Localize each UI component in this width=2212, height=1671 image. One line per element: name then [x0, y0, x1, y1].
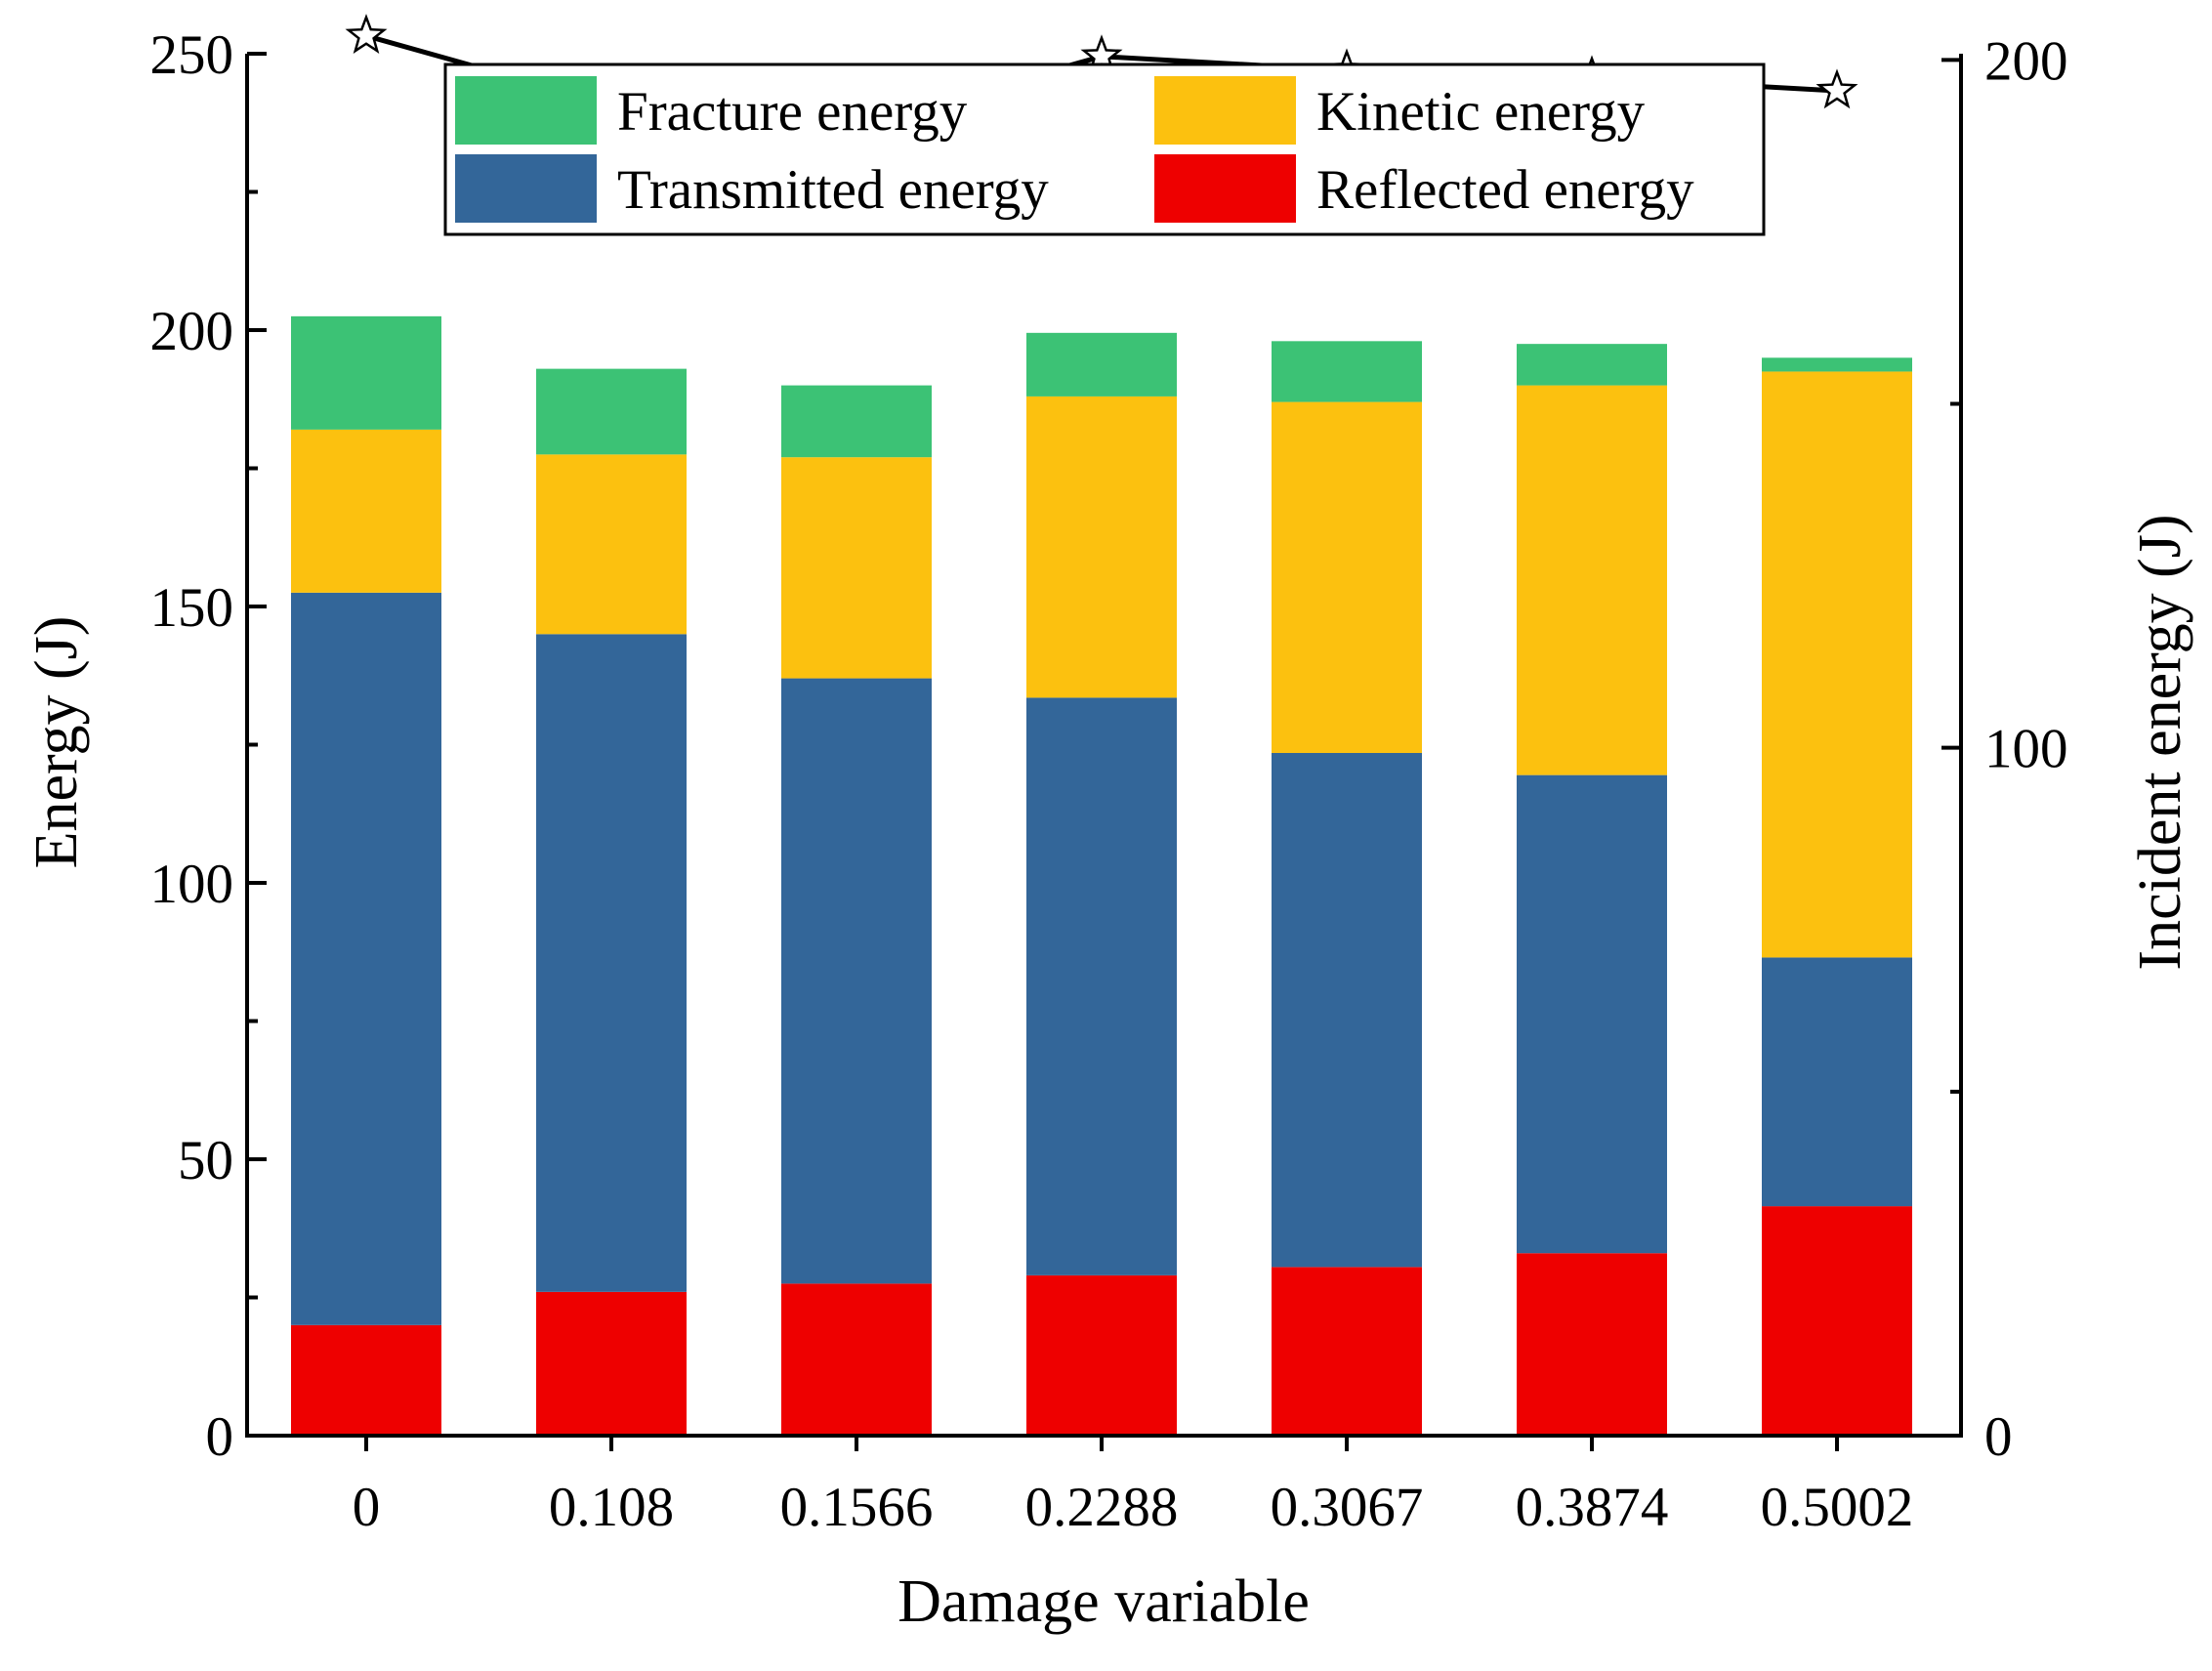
right-tick-label-0: 0	[1984, 1406, 2013, 1468]
bar-fracture-energy-2	[781, 385, 932, 458]
incident-energy-point-6	[1816, 68, 1858, 109]
axes-layer: 0 50 100 150 200 250 0 100 200 0 0.108 0.1566 0.2288…	[150, 24, 2068, 1538]
right-tick-label-200: 200	[1984, 30, 2068, 92]
bar-kinetic-energy-6	[1762, 371, 1912, 958]
y-axis-label: Energy (J)	[23, 616, 90, 869]
incident-energy-point-0	[345, 14, 388, 54]
bar-reflected-energy-6	[1762, 1206, 1912, 1436]
x-tick-label-4: 0.3067	[1271, 1477, 1424, 1538]
bar-transmitted-energy-1	[536, 634, 687, 1292]
legend-swatch-fracture-energy	[455, 76, 597, 145]
left-tick-label-50: 50	[178, 1130, 233, 1191]
bar-reflected-energy-1	[536, 1291, 687, 1436]
legend-swatch-reflected-energy	[1154, 154, 1296, 223]
x-tick-label-3: 0.2288	[1025, 1477, 1179, 1538]
left-tick-label-200: 200	[150, 301, 234, 362]
legend: Fracture energy Kinetic energy Transmitted…	[443, 63, 1766, 236]
legend-box	[443, 63, 1766, 236]
bar-transmitted-energy-2	[781, 678, 932, 1284]
bar-kinetic-energy-4	[1272, 401, 1422, 753]
bar-transmitted-energy-4	[1272, 752, 1422, 1268]
x-tick-label-1: 0.108	[549, 1477, 674, 1538]
left-tick-label-0: 0	[206, 1406, 234, 1468]
x-axis-label: Damage variable	[897, 1568, 1310, 1635]
bar-kinetic-energy-2	[781, 457, 932, 679]
bar-transmitted-energy-5	[1517, 774, 1667, 1254]
bar-kinetic-energy-0	[291, 429, 441, 593]
bar-kinetic-energy-5	[1517, 385, 1667, 775]
x-tick-label-0: 0	[353, 1477, 381, 1538]
x-tick-label-5: 0.3874	[1516, 1477, 1669, 1538]
bar-fracture-energy-0	[291, 315, 441, 430]
left-tick-label-100: 100	[150, 854, 234, 915]
legend-label-reflected-energy: Reflected energy	[1316, 159, 1694, 221]
legend-swatch-kinetic-energy	[1154, 76, 1296, 145]
left-tick-label-250: 250	[150, 24, 234, 86]
bar-reflected-energy-5	[1517, 1253, 1667, 1436]
bar-kinetic-energy-1	[536, 454, 687, 635]
bar-kinetic-energy-3	[1026, 396, 1177, 698]
right-y-axis-label: Incident energy (J)	[2127, 514, 2193, 970]
legend-label-transmitted-energy: Transmitted energy	[617, 159, 1049, 221]
legend-label-kinetic-energy: Kinetic energy	[1316, 81, 1646, 143]
right-tick-label-100: 100	[1984, 719, 2068, 780]
bar-transmitted-energy-3	[1026, 697, 1177, 1275]
bar-fracture-energy-1	[536, 368, 687, 455]
bar-transmitted-energy-0	[291, 592, 441, 1325]
bar-reflected-energy-3	[1026, 1274, 1177, 1436]
bar-reflected-energy-2	[781, 1283, 932, 1436]
legend-label-fracture-energy: Fracture energy	[617, 81, 968, 143]
bar-fracture-energy-4	[1272, 341, 1422, 402]
bar-fracture-energy-6	[1762, 357, 1912, 372]
left-tick-label-150: 150	[150, 577, 234, 639]
bar-fracture-energy-5	[1517, 344, 1667, 386]
bar-transmitted-energy-6	[1762, 957, 1912, 1207]
legend-swatch-transmitted-energy	[455, 154, 597, 223]
bar-reflected-energy-0	[291, 1324, 441, 1436]
bar-fracture-energy-3	[1026, 332, 1177, 397]
bar-reflected-energy-4	[1272, 1267, 1422, 1436]
bars-layer	[291, 315, 1912, 1436]
x-tick-label-6: 0.5002	[1761, 1477, 1914, 1538]
x-tick-label-2: 0.1566	[780, 1477, 934, 1538]
